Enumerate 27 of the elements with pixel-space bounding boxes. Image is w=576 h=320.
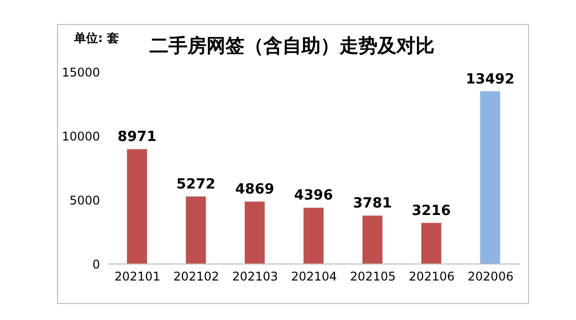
text: 单位: 套 xyxy=(74,30,119,47)
y-tick-label: 0 xyxy=(92,257,100,272)
x-tick-label: 202105 xyxy=(350,270,396,284)
bar xyxy=(186,196,206,264)
bar xyxy=(362,216,382,264)
data-label: 5272 xyxy=(176,176,216,193)
x-tick-label: 202104 xyxy=(291,270,337,284)
x-tick-label: 202103 xyxy=(232,270,278,284)
data-label: 4869 xyxy=(235,182,274,198)
data-label: 3781 xyxy=(352,196,392,212)
y-tick-label: 15000 xyxy=(62,65,100,80)
bar xyxy=(304,208,324,264)
x-tick-label: 202006 xyxy=(468,270,514,284)
y-tick-label: 5000 xyxy=(69,193,100,208)
data-label: 13492 xyxy=(466,71,514,88)
bar xyxy=(421,222,442,264)
x-tick-label: 202106 xyxy=(408,270,455,284)
y-tick-label: 10000 xyxy=(62,129,100,144)
bar xyxy=(244,202,265,264)
data-label: 3216 xyxy=(412,202,451,219)
bar xyxy=(127,149,147,264)
data-label: 8971 xyxy=(118,129,156,146)
x-tick-label: 202102 xyxy=(173,270,220,284)
chart-title: 二手房网签（含自助）走势及对比 xyxy=(150,35,434,57)
data-label: 4396 xyxy=(294,188,334,204)
bar xyxy=(480,91,500,264)
x-tick-label: 202101 xyxy=(114,270,160,284)
